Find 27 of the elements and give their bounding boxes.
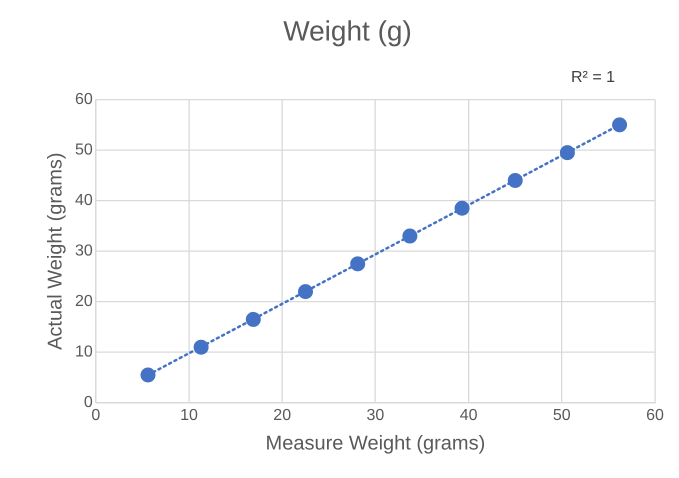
x-axis-title: Measure Weight (grams) (266, 432, 486, 455)
point (140, 368, 156, 383)
point (402, 228, 418, 244)
y-axis-title: Actual Weight (grams) (44, 152, 67, 350)
y-tick-label: 40 (75, 192, 93, 210)
point (194, 340, 209, 355)
x-tick-label: 60 (646, 406, 664, 424)
point (560, 145, 575, 160)
y-tick-label: 0 (84, 394, 93, 412)
x-tick-label: 10 (180, 406, 198, 424)
x-tick-label: 40 (460, 406, 478, 424)
y-tick-label: 60 (75, 91, 93, 108)
y-tick-label: 30 (75, 242, 93, 260)
point (350, 256, 366, 272)
point (298, 284, 313, 300)
point (508, 172, 523, 188)
chart-title: Weight (g) (283, 16, 412, 47)
x-tick-label: 20 (273, 406, 292, 424)
y-tick-label: 10 (75, 344, 93, 361)
point (454, 200, 470, 216)
x-tick-label: 50 (552, 406, 571, 424)
point (612, 117, 628, 132)
text: R² = 1 (570, 69, 616, 86)
y-tick-label: 50 (75, 142, 93, 159)
x-tick-label: 30 (366, 406, 384, 424)
point (246, 312, 261, 327)
y-tick-label: 20 (75, 293, 93, 310)
